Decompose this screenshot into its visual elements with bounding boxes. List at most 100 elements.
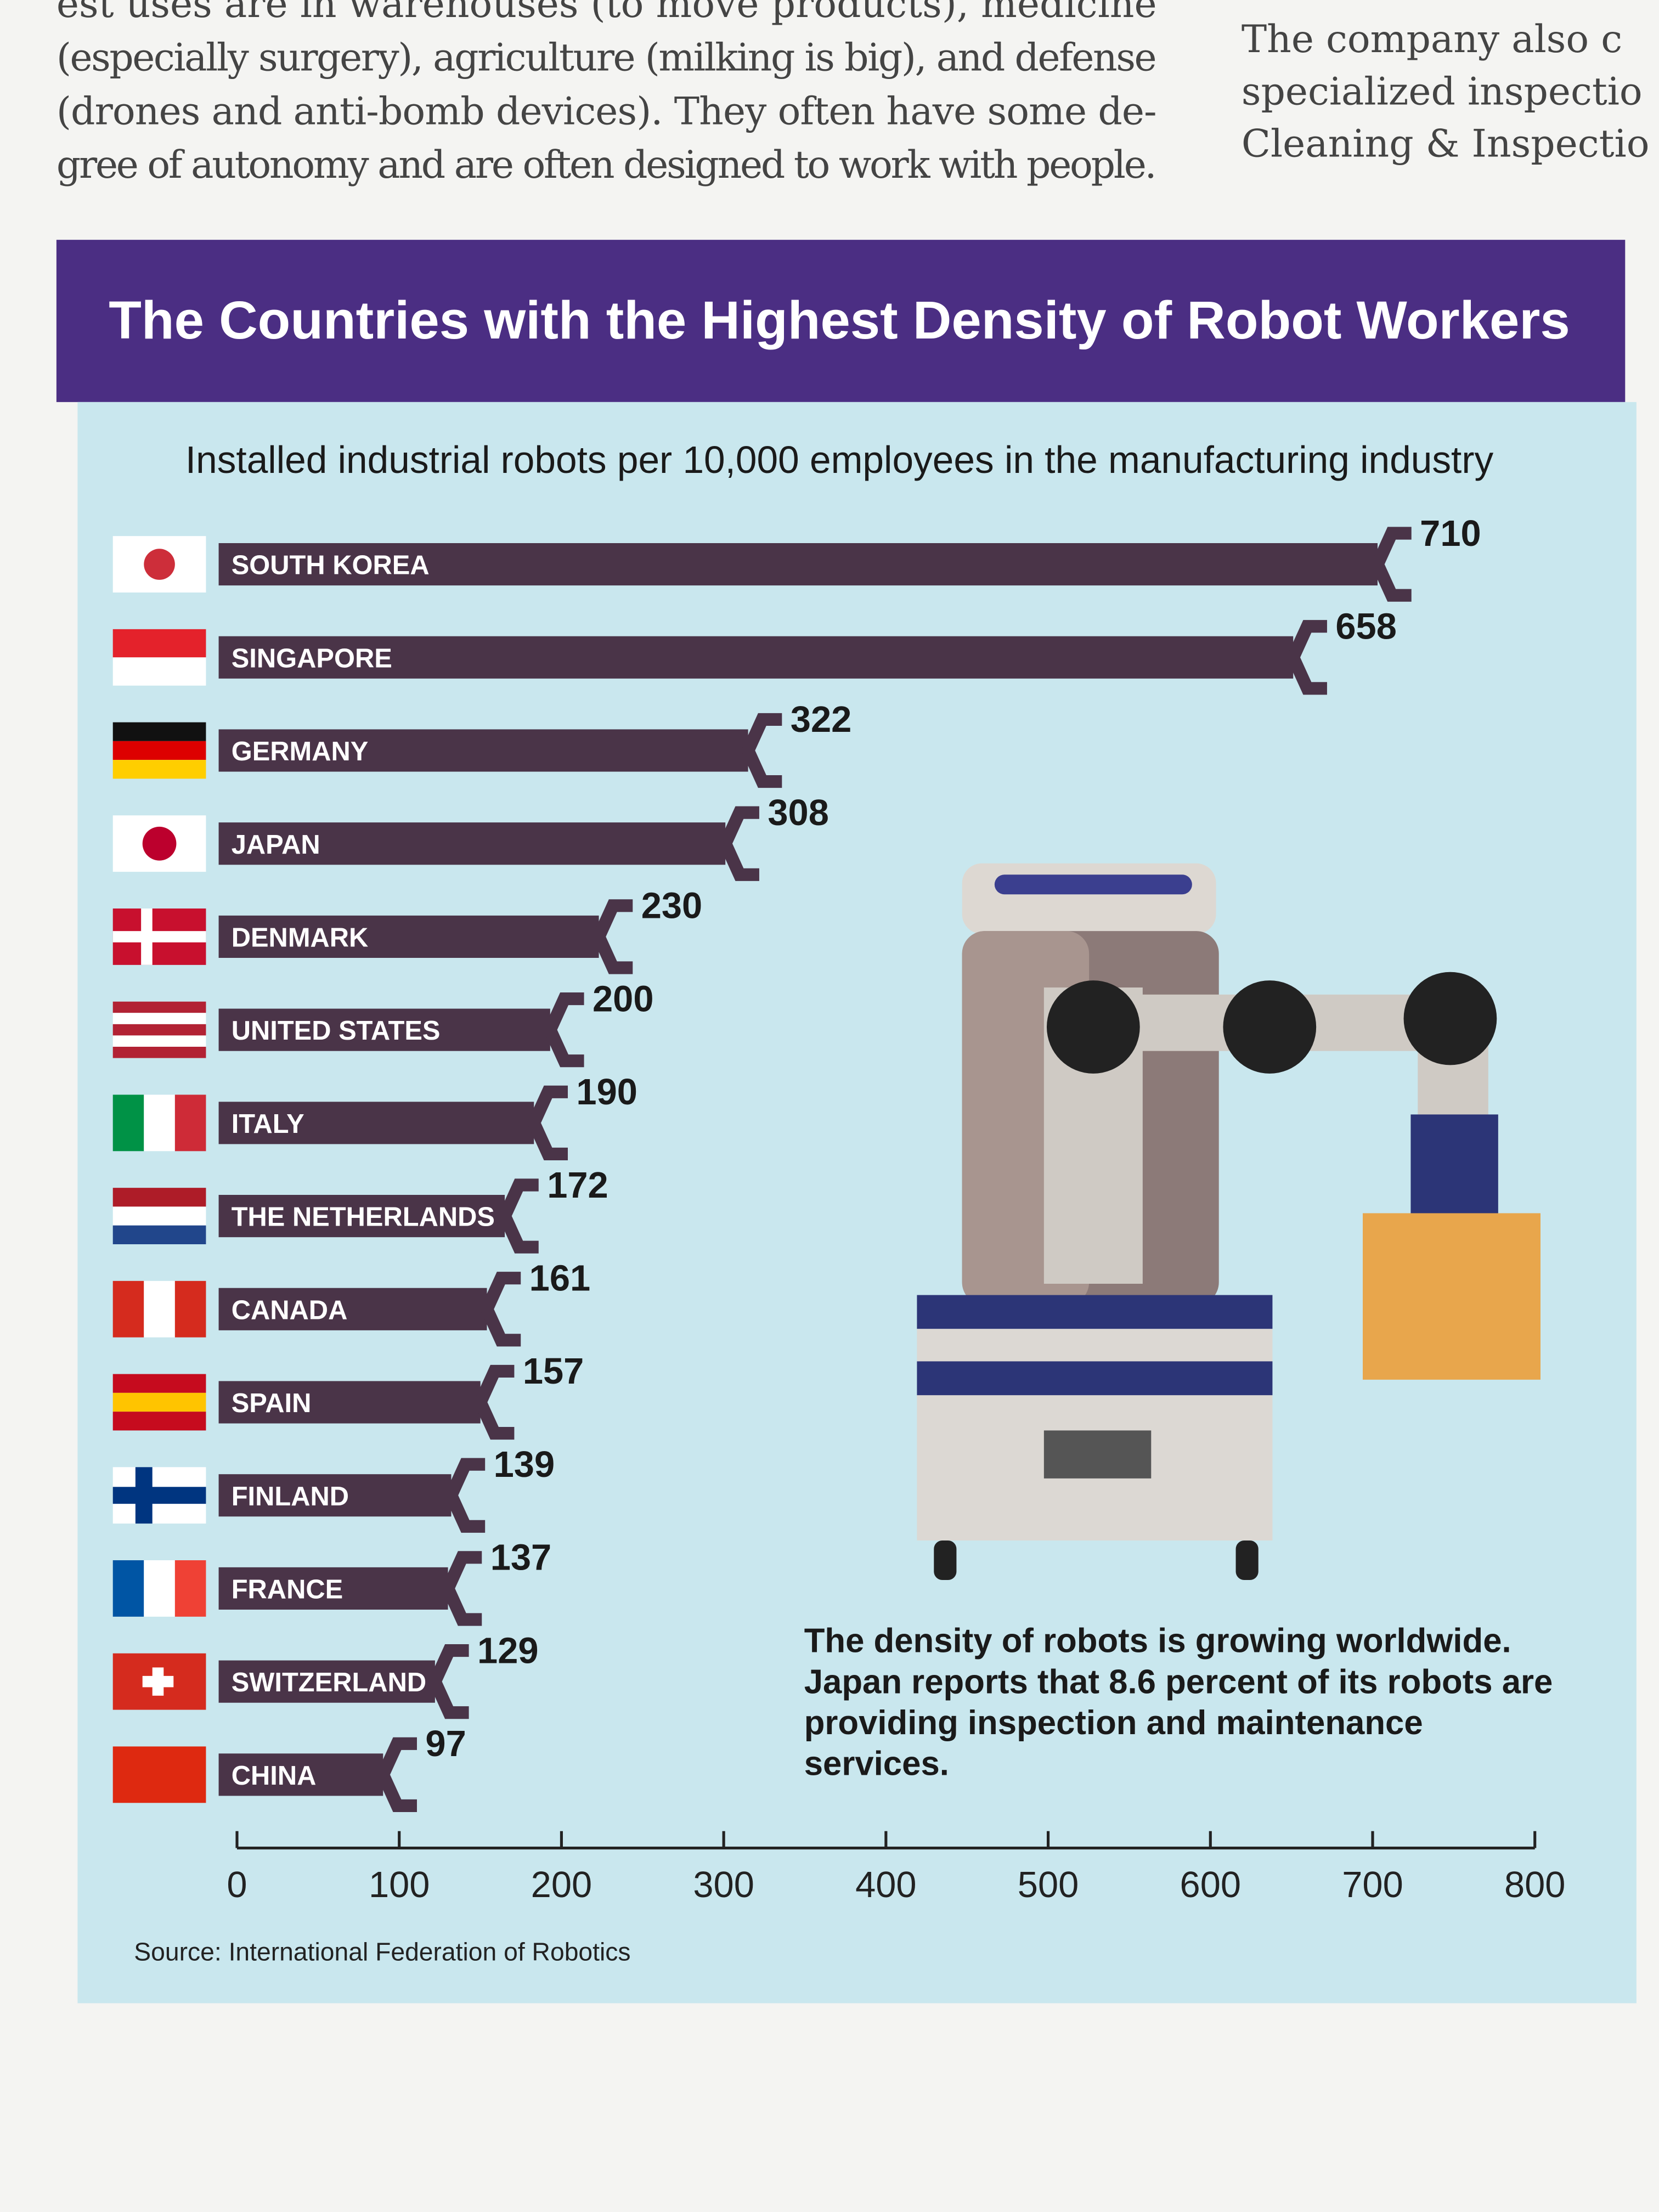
value-label: 139 xyxy=(494,1444,555,1485)
bar xyxy=(218,1195,505,1238)
flag-part xyxy=(142,826,177,861)
value-label: 137 xyxy=(490,1537,552,1578)
annotation-line: providing inspection and maintenance xyxy=(804,1704,1423,1742)
value-label: 200 xyxy=(592,978,654,1019)
bar-group: CANADA 161 xyxy=(112,1258,591,1347)
bar xyxy=(218,822,726,865)
bar-group: GERMANY 322 xyxy=(112,699,852,788)
category-label: THE NETHERLANDS xyxy=(232,1203,495,1232)
x-tick-label: 100 xyxy=(369,1864,430,1905)
flag-part xyxy=(112,1412,206,1431)
category-label: CHINA xyxy=(232,1761,317,1791)
flag-part xyxy=(112,1487,206,1504)
article-line: (drones and anti-bomb devices). They oft… xyxy=(57,89,1157,133)
bar xyxy=(218,1381,481,1424)
flag-part xyxy=(112,1746,206,1803)
value-label: 308 xyxy=(768,792,829,833)
flag-part xyxy=(112,1392,206,1412)
article-line: specialized inspectio xyxy=(1242,70,1643,114)
bar xyxy=(218,543,1378,586)
bar-claw xyxy=(741,713,782,788)
flag-part xyxy=(112,1560,144,1617)
bar-claw xyxy=(444,1458,486,1533)
flag-part xyxy=(112,1206,206,1226)
bar-claw xyxy=(376,1737,417,1813)
bar-group: JAPAN 308 xyxy=(112,792,829,881)
annotation-text: The density of robots is growing worldwi… xyxy=(804,1622,1553,1783)
annotation-line: services. xyxy=(804,1745,949,1783)
bar-claw xyxy=(1370,527,1412,602)
category-label: FINLAND xyxy=(232,1482,349,1511)
bar-group: CHINA 97 xyxy=(112,1723,466,1813)
category-label: UNITED STATES xyxy=(232,1016,441,1046)
x-tick-label: 700 xyxy=(1342,1864,1403,1905)
header-band xyxy=(56,240,1626,402)
value-label: 157 xyxy=(523,1351,584,1392)
value-label: 129 xyxy=(477,1630,539,1671)
bar-group: DENMARK 230 xyxy=(112,885,703,974)
flag-part xyxy=(112,1225,206,1244)
bar-claw xyxy=(543,992,584,1068)
x-tick-label: 600 xyxy=(1180,1864,1242,1905)
flag-part xyxy=(112,1013,206,1024)
bar xyxy=(218,1567,448,1610)
chart-subtitle: Installed industrial robots per 10,000 e… xyxy=(185,438,1494,481)
bar-group: THE NETHERLANDS 172 xyxy=(112,1165,608,1254)
flag-part xyxy=(112,760,206,779)
category-label: DENMARK xyxy=(232,923,369,952)
flag-part xyxy=(174,1094,206,1152)
flag-part xyxy=(144,1280,175,1338)
flag-part xyxy=(144,549,175,580)
flag-part xyxy=(112,1094,144,1152)
flag-part xyxy=(112,722,206,741)
bar-claw xyxy=(473,1364,515,1440)
flag-part xyxy=(144,1560,175,1617)
flag-part xyxy=(112,657,206,686)
category-label: ITALY xyxy=(232,1109,304,1139)
flag-part xyxy=(112,931,206,943)
value-label: 230 xyxy=(641,885,703,927)
flag-part xyxy=(112,1024,206,1036)
x-tick-label: 300 xyxy=(693,1864,754,1905)
bar-claw xyxy=(1286,620,1327,695)
article: est uses are in warehouses (to move prod… xyxy=(57,0,1650,187)
bar xyxy=(218,1288,487,1330)
bar xyxy=(218,1753,383,1796)
source: Source: International Federation of Robo… xyxy=(134,1938,630,1966)
category-label: CANADA xyxy=(232,1295,348,1325)
x-tick-label: 400 xyxy=(855,1864,917,1905)
category-label: GERMANY xyxy=(232,737,369,766)
bar-claw xyxy=(479,1272,521,1347)
value-label: 190 xyxy=(576,1071,637,1113)
flag-part xyxy=(112,1001,206,1013)
article-line: Cleaning & Inspectio xyxy=(1242,122,1650,166)
bar-group: FRANCE 137 xyxy=(112,1537,552,1626)
value-label: 97 xyxy=(425,1723,466,1764)
bar xyxy=(218,1102,534,1144)
bar xyxy=(218,1474,452,1517)
flag-part xyxy=(174,1280,206,1338)
value-label: 322 xyxy=(791,699,852,740)
bar-group: FINLAND 139 xyxy=(112,1444,555,1533)
flag-part xyxy=(112,1188,206,1207)
bar xyxy=(218,1660,435,1703)
x-tick-label: 500 xyxy=(1018,1864,1079,1905)
category-label: SINGAPORE xyxy=(232,644,392,673)
annotation-line: The density of robots is growing worldwi… xyxy=(804,1622,1511,1660)
bar-claw xyxy=(527,1085,568,1160)
flag-part xyxy=(112,629,206,658)
bar-claw xyxy=(498,1178,539,1254)
category-label: JAPAN xyxy=(232,830,320,860)
flag-part xyxy=(112,1374,206,1393)
value-label: 172 xyxy=(547,1165,608,1206)
bar-claw xyxy=(428,1644,469,1719)
bar xyxy=(218,636,1294,679)
value-label: 161 xyxy=(529,1258,591,1299)
article-line: est uses are in warehouses (to move prod… xyxy=(57,0,1157,26)
article-line: The company also c xyxy=(1242,18,1622,61)
bar-group: SPAIN 157 xyxy=(112,1351,584,1440)
flag-part xyxy=(144,1094,175,1152)
category-label: FRANCE xyxy=(232,1575,343,1604)
